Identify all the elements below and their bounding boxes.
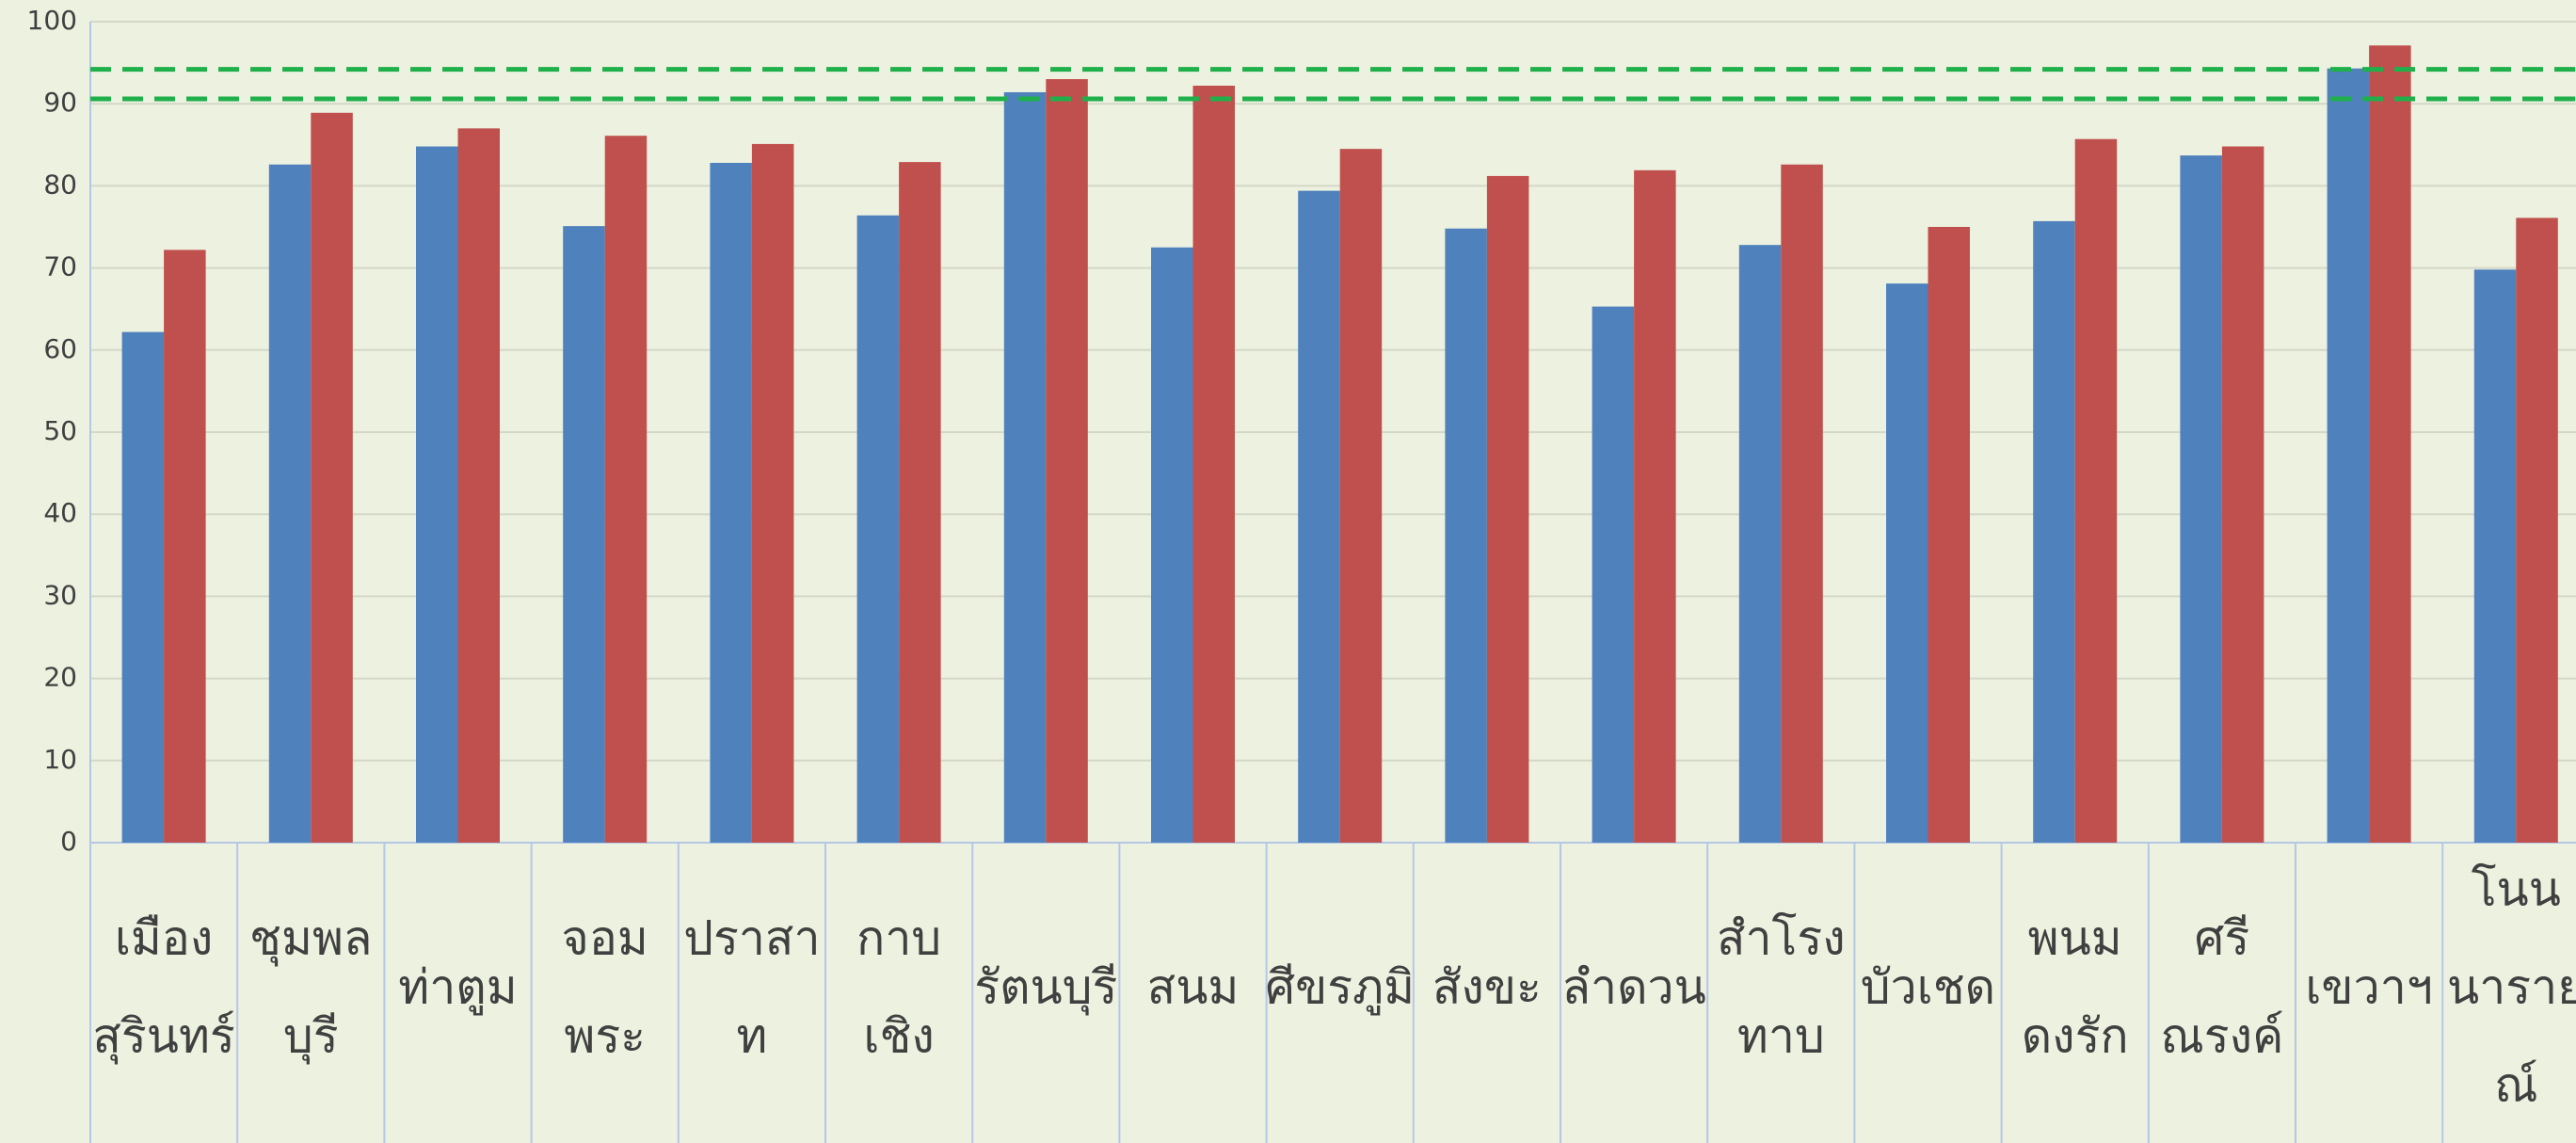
bar [2327, 68, 2370, 844]
x-tick-label: สำโรง [1717, 911, 1846, 966]
bar [1339, 149, 1383, 843]
bar [2516, 217, 2558, 843]
x-tick-label: ณรงค์ [2160, 1009, 2283, 1064]
bar [604, 136, 648, 843]
x-tick-label: รัตนบุรี [974, 960, 1117, 1016]
bar [1592, 306, 1635, 844]
bar [457, 128, 500, 844]
bar [2074, 138, 2118, 844]
bar [2033, 220, 2075, 843]
bar [1634, 169, 1676, 843]
y-tick-label: 50 [43, 415, 77, 446]
x-tick-label: เมือง [115, 911, 214, 966]
x-tick-label: ท่าตูม [398, 960, 517, 1016]
x-tick-label: ชุมพล [249, 911, 373, 967]
y-tick-label: 100 [27, 5, 77, 36]
x-tick-label: กาบ [856, 911, 941, 966]
y-tick-label: 70 [43, 251, 77, 282]
bar [1928, 227, 1970, 843]
bar [2369, 45, 2411, 843]
bar [2180, 155, 2222, 844]
bar [856, 215, 900, 844]
bar [1781, 164, 1823, 843]
y-tick-label: 10 [43, 744, 77, 775]
bar [268, 164, 312, 843]
y-tick-label: 80 [43, 169, 77, 200]
y-tick-label: 90 [43, 87, 77, 118]
x-tick-label: จอม [562, 911, 648, 966]
x-tick-label: พนม [2028, 911, 2122, 966]
bar [1151, 247, 1193, 843]
x-tick-label: สุรินทร์ [92, 1009, 234, 1065]
x-tick-label: ปราสา [683, 911, 820, 966]
x-tick-label: ณ์ [2494, 1058, 2537, 1113]
x-tick-label: ดงรัก [2022, 1009, 2129, 1064]
x-tick-label: ทาบ [1737, 1009, 1825, 1064]
bar [1298, 190, 1340, 843]
bar [1886, 283, 1928, 844]
y-tick-label: 0 [60, 826, 77, 857]
y-tick-label: 40 [43, 497, 77, 528]
bar [1445, 228, 1487, 843]
x-tick-label: ศรี [2195, 911, 2250, 966]
bar [1486, 175, 1529, 843]
bar [1003, 91, 1047, 843]
bar [1192, 86, 1235, 844]
bar [2473, 269, 2517, 843]
x-tick-label: บุรี [283, 1009, 339, 1065]
bar [710, 162, 752, 843]
bar [121, 331, 165, 844]
x-tick-label: สังขะ [1432, 960, 1542, 1015]
y-tick-label: 20 [43, 662, 77, 693]
y-tick-label: 60 [43, 333, 77, 364]
x-tick-label: เชิง [863, 1009, 934, 1064]
x-tick-label: บัวเชด [1861, 960, 1995, 1015]
bar [751, 143, 794, 844]
x-tick-label: ท [736, 1009, 767, 1064]
bar [164, 250, 206, 843]
bar [311, 112, 353, 844]
x-tick-label: นาราย [2447, 960, 2576, 1015]
x-tick-label: พระ [564, 1009, 646, 1064]
x-tick-label: ศีขรภูมิ [1265, 960, 1415, 1016]
y-tick-label: 30 [43, 579, 77, 610]
bar [899, 162, 941, 843]
x-tick-label: สนม [1147, 960, 1240, 1015]
bar [1046, 79, 1088, 844]
bar [2221, 146, 2264, 843]
x-tick-label: โนน [2472, 862, 2561, 917]
bar [563, 226, 605, 844]
x-tick-label: เขวาฯ [2305, 960, 2433, 1015]
x-tick-label: ลำดวน [1561, 960, 1705, 1015]
bar [416, 146, 458, 843]
bar [1738, 245, 1782, 844]
